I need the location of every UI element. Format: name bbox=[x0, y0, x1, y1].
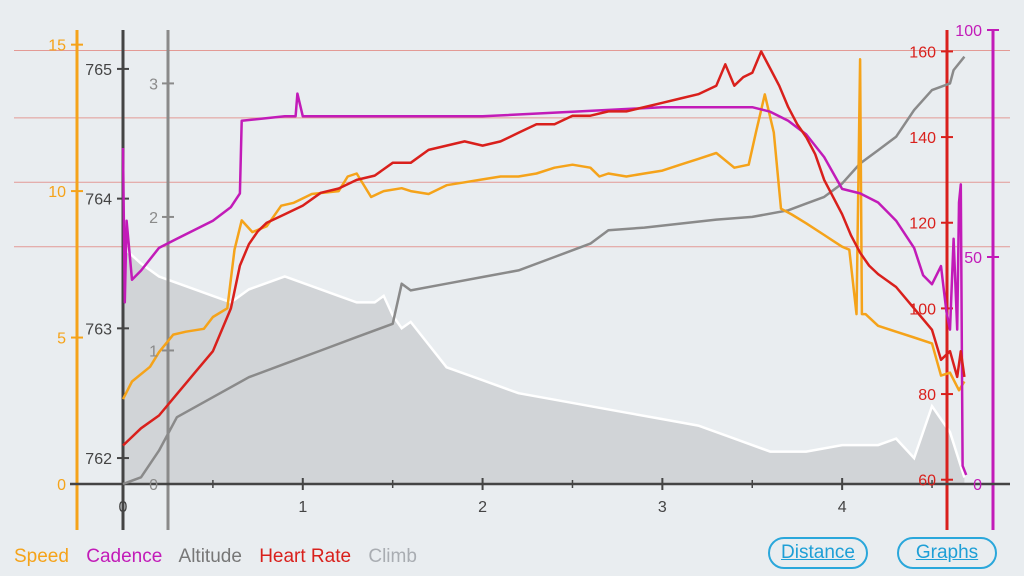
heart-rate-tick-label: 160 bbox=[909, 44, 936, 61]
tick-labels: 0510157627637647650123608010012014016005… bbox=[48, 23, 982, 516]
altitude-tick-label: 0 bbox=[149, 477, 158, 494]
altitude-tick-label: 3 bbox=[149, 76, 158, 93]
heart-rate-tick-label: 80 bbox=[918, 387, 936, 404]
legend-altitude: Altitude bbox=[178, 546, 242, 567]
legend-climb: Climb bbox=[368, 546, 417, 567]
climb-tick-label: 762 bbox=[85, 451, 112, 468]
climb-fill bbox=[123, 224, 965, 484]
distance-button[interactable]: Distance bbox=[768, 537, 868, 569]
legend-cadence: Cadence bbox=[86, 546, 163, 567]
series-lines bbox=[121, 50, 968, 486]
heart-rate-tick-label: 120 bbox=[909, 216, 936, 233]
legend-heart-rate: Heart Rate bbox=[259, 546, 352, 567]
distance-tick-label: 3 bbox=[658, 499, 667, 516]
climb-area bbox=[121, 224, 966, 484]
speed-tick-label: 5 bbox=[57, 331, 66, 348]
climb-tick-label: 763 bbox=[85, 321, 112, 338]
heart-rate-tick-label: 140 bbox=[909, 130, 936, 147]
distance-tick-label: 2 bbox=[478, 499, 487, 516]
speed-tick-label: 0 bbox=[57, 477, 66, 494]
climb-tick-label: 765 bbox=[85, 62, 112, 79]
heart-rate-tick-label: 60 bbox=[918, 473, 936, 490]
cadence-tick-label: 50 bbox=[964, 250, 982, 267]
cadence-tick-label: 100 bbox=[955, 23, 982, 40]
cadence-tick-label: 0 bbox=[973, 477, 982, 494]
axes bbox=[70, 29, 1010, 530]
legend-speed: Speed bbox=[14, 546, 69, 567]
speed-line bbox=[121, 58, 966, 400]
altitude-tick-label: 2 bbox=[149, 210, 158, 227]
climb-tick-label: 764 bbox=[85, 192, 112, 209]
legend: Speed Cadence Altitude Heart Rate Climb bbox=[14, 546, 429, 568]
speed-tick-label: 10 bbox=[48, 184, 66, 201]
altitude-tick-label: 1 bbox=[149, 343, 158, 360]
graphs-button[interactable]: Graphs bbox=[897, 537, 997, 569]
cadence-line bbox=[121, 92, 968, 476]
heart-rate-tick-label: 100 bbox=[909, 301, 936, 318]
speed-tick-label: 15 bbox=[48, 38, 66, 55]
heart-rate-line bbox=[122, 50, 966, 447]
climb-line bbox=[121, 224, 966, 478]
distance-tick-label: 4 bbox=[838, 499, 847, 516]
altitude-line bbox=[122, 55, 966, 486]
distance-tick-label: 1 bbox=[298, 499, 307, 516]
distance-tick-label: 0 bbox=[119, 499, 128, 516]
